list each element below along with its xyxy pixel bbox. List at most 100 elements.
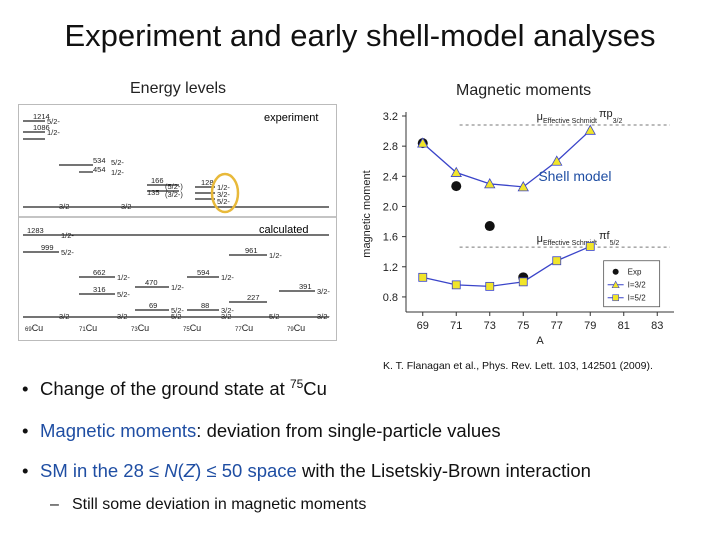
data-point [484, 178, 496, 189]
level-energy: 1086 [33, 123, 50, 132]
data-point [417, 137, 429, 148]
sub-bullet-deviation: – Still some deviation in magnetic moment… [50, 496, 366, 514]
experiment-label: experiment [264, 112, 318, 124]
level-spin: 3/2- [117, 312, 130, 321]
level-energy: 1214 [33, 112, 50, 121]
series-line [422, 245, 591, 288]
data-point [451, 280, 461, 290]
legend-marker [612, 294, 619, 302]
isotope-label: 77Cu [235, 323, 253, 333]
level-spin: 1/2- [117, 273, 130, 282]
level-energy: 961 [245, 246, 258, 255]
bullet-shell-model: • SM in the 28 ≤ N(Z) ≤ 50 space with the… [22, 460, 591, 482]
level-spin: 5/2- [111, 158, 124, 167]
level-energy: 454 [93, 165, 106, 174]
level-energy: 391 [299, 282, 312, 291]
y-tick-label: 2.0 [383, 201, 398, 213]
level-energy: 662 [93, 268, 106, 277]
x-tick-label: 69 [417, 320, 429, 332]
level-energy: 166 [151, 176, 164, 185]
level-energy: 135 [147, 188, 160, 197]
bullet-text: : deviation from single-particle values [196, 420, 501, 441]
bullet-text: with the Lisetskiy-Brown interaction [296, 460, 591, 481]
data-point [518, 277, 528, 287]
x-tick-label: 71 [450, 320, 462, 332]
bullet-magnetic-moments: • Magnetic moments: deviation from single… [22, 420, 501, 442]
legend-label: I=3/2 [628, 281, 647, 290]
level-spin: 1/2- [221, 273, 234, 282]
magnetic-moments-label: Magnetic moments [456, 82, 592, 99]
level-energy: 999 [41, 243, 54, 252]
level-spin: 1/2- [61, 231, 74, 240]
data-point [418, 272, 428, 282]
level-energy: 227 [247, 293, 260, 302]
level-scheme-figure: experiment 1214 5/2- 1086 1/2- 534 5/2- … [18, 104, 337, 341]
highlight-text: ( [177, 460, 184, 481]
x-tick-label: 77 [551, 320, 563, 332]
y-tick-label: 2.4 [383, 171, 398, 183]
citation: K. T. Flanagan et al., Phys. Rev. Lett. … [383, 360, 653, 372]
level-energy: 128 [201, 178, 214, 187]
level-spin: 1/2- [111, 168, 124, 177]
level-spin: 3/2- [217, 190, 230, 199]
slide-title: Experiment and early shell-model analyse… [64, 18, 656, 53]
level-spin: 3/2- [317, 312, 330, 321]
data-point [585, 242, 595, 251]
data-point [451, 181, 462, 192]
level-spin: 5/2- [217, 197, 230, 206]
legend-marker [612, 268, 619, 275]
y-tick-label: 1.6 [383, 232, 398, 244]
level-spin: 3/2- [59, 312, 72, 321]
level-spin: 5/2- [61, 248, 74, 257]
highlight-italic: Z [183, 460, 196, 481]
level-spin: 1/2- [47, 128, 60, 137]
dash: – [50, 496, 59, 513]
legend-label: Exp [628, 268, 642, 277]
highlight-italic: N [164, 460, 178, 481]
y-tick-label: 1.2 [383, 262, 398, 274]
schmidt-label: μEffective Schmidtπf5/2 [537, 230, 620, 247]
bullet-text: Change of the ground state at [40, 378, 290, 400]
level-energy: 88 [201, 301, 209, 310]
x-axis-label: A [536, 335, 544, 347]
level-energy: 69 [149, 301, 157, 310]
y-tick-label: 3.2 [383, 111, 398, 123]
data-point [484, 221, 495, 232]
highlight-text: SM in the 28 ≤ [40, 460, 165, 481]
level-spin: (5/2-) [165, 182, 183, 191]
isotope-label: 79Cu [287, 323, 305, 333]
schmidt-label: μEffective Schmidtπp3/2 [537, 108, 623, 125]
x-tick-label: 75 [517, 320, 529, 332]
data-point [450, 166, 462, 177]
y-tick-label: 2.8 [383, 141, 398, 153]
highlight-text: ) ≤ 50 space [195, 460, 297, 481]
x-tick-label: 81 [618, 320, 630, 332]
data-point [584, 124, 596, 135]
isotope-label: 71Cu [79, 323, 97, 333]
level-spin: 5/2- [117, 290, 130, 299]
mass-number: 75 [289, 377, 304, 391]
level-spin: 1/2- [217, 183, 230, 192]
level-spin: 5/2- [269, 312, 282, 321]
level-spin: 3/2- [59, 202, 72, 211]
data-point [551, 155, 563, 166]
sub-bullet-text: Still some deviation in magnetic moments [72, 496, 367, 513]
level-spin: 1/2- [269, 251, 282, 260]
bullet-dot: • [22, 378, 29, 400]
calculated-label: calculated [259, 224, 309, 236]
level-energy: 470 [145, 278, 158, 287]
y-tick-label: 0.8 [383, 292, 398, 304]
y-axis-label: magnetic moment [361, 170, 373, 257]
isotope-label: 69Cu [25, 323, 43, 333]
level-spin: 5/2- [47, 117, 60, 126]
level-spin: 3/2- [317, 287, 330, 296]
x-tick-label: 79 [584, 320, 596, 332]
shell-model-annotation: Shell model [538, 168, 611, 184]
isotope-label: 73Cu [131, 323, 149, 333]
bullet-ground-state: • Change of the ground state at 75Cu [22, 377, 327, 400]
level-spin: 3/2- [221, 306, 234, 315]
level-energy: 316 [93, 285, 106, 294]
series-line [422, 129, 591, 188]
legend-marker [611, 280, 620, 289]
level-spin: 1/2- [171, 283, 184, 292]
